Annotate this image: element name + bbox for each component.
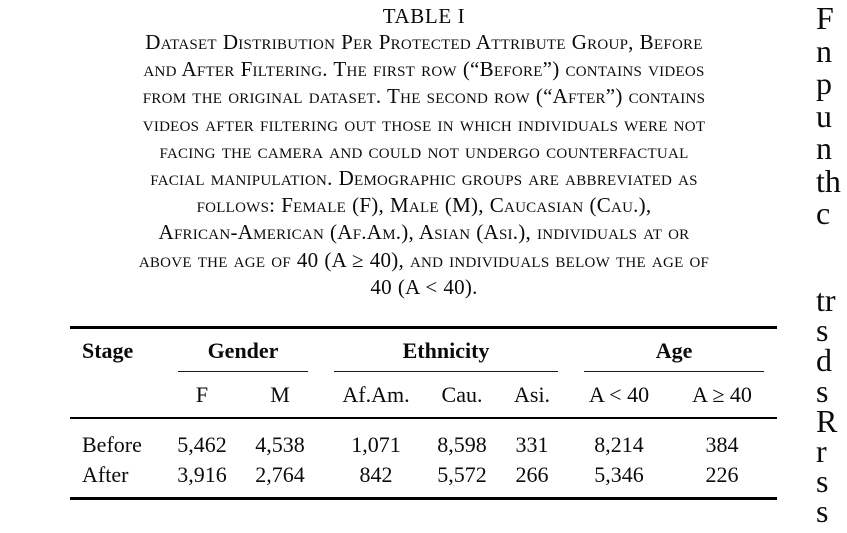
cell-value: 5,346 xyxy=(594,461,644,487)
column-header-age-below-40: A < 40 xyxy=(571,373,668,419)
cell-value: 5,572 xyxy=(437,461,487,487)
table-bottom-spacer xyxy=(70,488,777,499)
clipped-text-line: tr xyxy=(816,282,836,318)
cell-value: 2,764 xyxy=(255,461,305,487)
caption-line: follows: Female (F), Male (M), Caucasian… xyxy=(196,193,652,218)
column-header-asi: Asi. xyxy=(493,373,572,419)
clipped-text-line: s xyxy=(816,463,829,500)
column-header-stage: Stage xyxy=(82,337,134,363)
caption-line: above the age of 40 (A ≥ 40), and indivi… xyxy=(138,247,710,272)
caption-line: African-American (Af.Am.), Asian (Asi.),… xyxy=(158,220,690,245)
clipped-text-line: u xyxy=(816,97,832,134)
cell-value: 5,462 xyxy=(177,431,227,457)
row-label-before: Before xyxy=(82,431,142,457)
caption-line: and After Filtering. The first row (“Bef… xyxy=(143,57,705,82)
cell-value: 842 xyxy=(359,461,393,487)
clipped-text-line: R xyxy=(816,402,838,439)
clipped-text-line: F xyxy=(816,0,834,36)
clipped-text-line: s xyxy=(816,372,829,409)
cmidrule-row xyxy=(70,370,777,374)
group-header-row: Stage Gender Ethnicity Age xyxy=(70,328,777,371)
cell-value: 8,598 xyxy=(437,431,487,457)
row-label-after: After xyxy=(82,461,129,487)
caption-line: videos after filtering out those in whic… xyxy=(142,111,706,136)
cell-value: 3,916 xyxy=(177,461,227,487)
clipped-text-line: d xyxy=(816,342,832,379)
cell-value: 8,214 xyxy=(594,431,644,457)
cell-value: 384 xyxy=(705,431,739,457)
gender-cmidrule xyxy=(178,370,309,372)
clipped-text-line: c xyxy=(816,195,831,231)
adjacent-column-text-clipped-top: F n p u n th c xyxy=(816,2,841,230)
table-number-label: TABLE I xyxy=(382,4,466,28)
caption-line: facing the camera and could not undergo … xyxy=(159,138,689,163)
caption-line: from the original dataset. The second ro… xyxy=(142,84,706,109)
clipped-text-line: n xyxy=(816,130,832,166)
ethnicity-cmidrule xyxy=(334,370,559,372)
clipped-text-line: r xyxy=(816,433,827,470)
cell-value: 1,071 xyxy=(351,431,401,457)
caption-line: Dataset Distribution Per Protected Attri… xyxy=(145,30,703,54)
column-group-gender: Gender xyxy=(207,337,279,363)
dataset-distribution-table: Stage Gender Ethnicity Age F M Af.Am. Ca… xyxy=(70,326,778,500)
column-group-age: Age xyxy=(655,337,693,363)
sub-header-row: F M Af.Am. Cau. Asi. A < 40 A ≥ 40 xyxy=(70,373,778,419)
clipped-text-line: s xyxy=(816,312,829,349)
column-header-f: F xyxy=(165,373,239,419)
clipped-text-line: n xyxy=(816,32,832,69)
age-cmidrule xyxy=(584,370,765,372)
clipped-text-line: s xyxy=(816,493,829,530)
adjacent-column-text-clipped-bottom: tr s d s R r s s xyxy=(816,282,838,530)
table-float-caption: TABLE I Dataset Distribution Per Protect… xyxy=(40,3,808,301)
clipped-text-line: th xyxy=(816,162,841,199)
caption-line: 40 (A < 40). xyxy=(370,274,478,299)
cell-value: 4,538 xyxy=(255,431,305,457)
column-header-cau: Cau. xyxy=(431,373,494,419)
column-header-afam: Af.Am. xyxy=(321,373,432,419)
clipped-text-line: p xyxy=(816,65,832,101)
table-row-before: Before 5,462 4,538 1,071 8,598 331 8,214… xyxy=(70,418,777,458)
column-header-m: M xyxy=(239,373,322,419)
cell-value: 331 xyxy=(515,431,549,457)
cell-value: 226 xyxy=(705,461,739,487)
column-header-age-above-40: A ≥ 40 xyxy=(667,373,778,419)
column-group-ethnicity: Ethnicity xyxy=(402,337,490,363)
caption-line: facial manipulation. Demographic groups … xyxy=(150,166,698,191)
cell-value: 266 xyxy=(515,461,549,487)
table-row-after: After 3,916 2,764 842 5,572 266 5,346 22… xyxy=(70,458,777,488)
